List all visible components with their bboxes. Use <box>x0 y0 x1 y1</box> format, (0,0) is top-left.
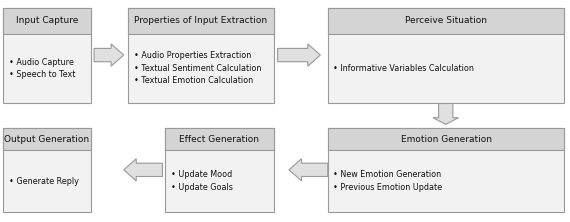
Polygon shape <box>278 44 320 66</box>
Bar <box>3 128 91 151</box>
Text: • Audio Properties Extraction
• Textual Sentiment Calculation
• Textual Emotion : • Audio Properties Extraction • Textual … <box>134 51 261 85</box>
Text: • New Emotion Generation
• Previous Emotion Update: • New Emotion Generation • Previous Emot… <box>333 170 442 192</box>
Polygon shape <box>433 103 458 124</box>
Text: Output Generation: Output Generation <box>5 135 89 144</box>
Bar <box>128 8 274 34</box>
Bar <box>3 128 91 212</box>
Text: Perceive Situation: Perceive Situation <box>405 16 487 25</box>
Bar <box>3 8 91 34</box>
Text: • Generate Reply: • Generate Reply <box>9 177 79 186</box>
Text: • Informative Variables Calculation: • Informative Variables Calculation <box>333 64 474 73</box>
Polygon shape <box>124 159 162 181</box>
Bar <box>328 128 564 151</box>
Bar <box>128 8 274 103</box>
Text: • Update Mood
• Update Goals: • Update Mood • Update Goals <box>171 170 233 192</box>
Bar <box>165 128 274 212</box>
Bar <box>328 8 564 34</box>
Polygon shape <box>289 159 328 181</box>
Text: Effect Generation: Effect Generation <box>180 135 259 144</box>
Text: Emotion Generation: Emotion Generation <box>401 135 491 144</box>
Bar <box>3 8 91 103</box>
Polygon shape <box>94 44 124 66</box>
Bar <box>328 8 564 103</box>
Bar <box>328 128 564 212</box>
Text: • Audio Capture
• Speech to Text: • Audio Capture • Speech to Text <box>9 58 75 79</box>
Bar <box>165 128 274 151</box>
Text: Input Capture: Input Capture <box>16 16 78 25</box>
Text: Properties of Input Extraction: Properties of Input Extraction <box>135 16 267 25</box>
